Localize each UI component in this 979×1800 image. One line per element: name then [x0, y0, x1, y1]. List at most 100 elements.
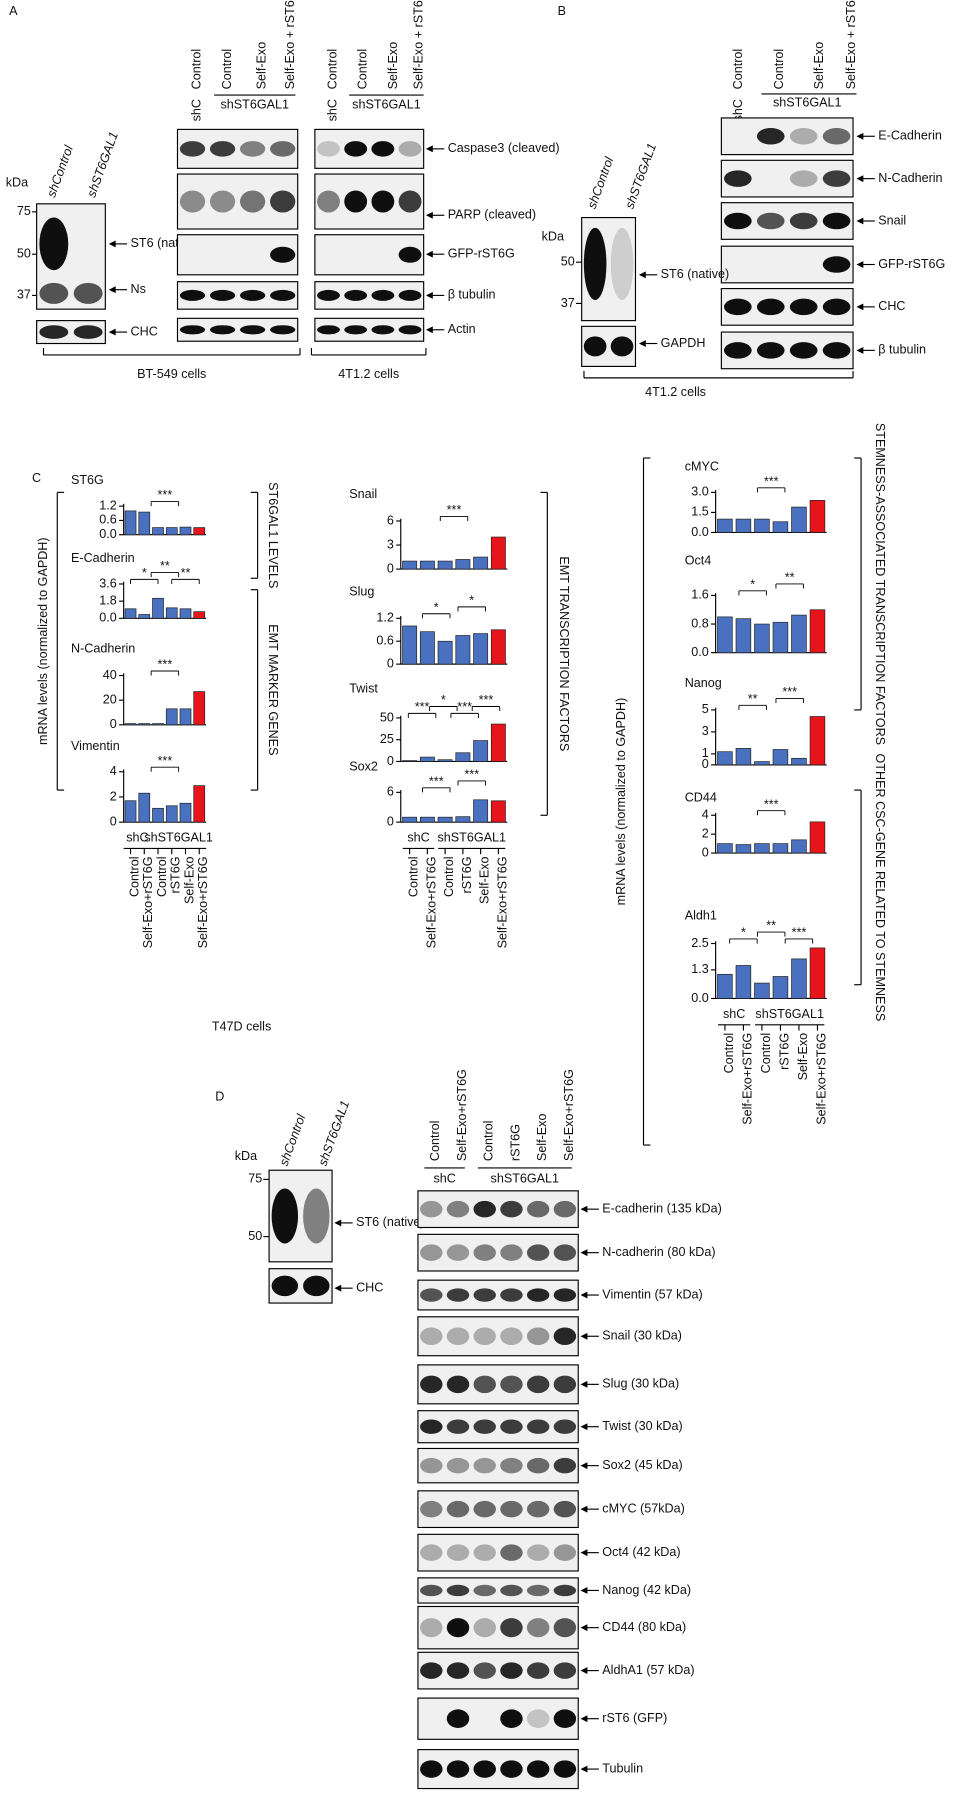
bar — [473, 556, 489, 570]
y-tick-label: 0.0 — [99, 611, 117, 625]
band — [822, 342, 851, 359]
bar — [717, 973, 733, 999]
bar — [717, 616, 733, 654]
category-label: Self-Exo+rST6G — [814, 1033, 828, 1125]
kda: kDa — [235, 1149, 257, 1163]
y-tick-label: 25 — [380, 732, 394, 746]
band — [371, 325, 395, 335]
band — [420, 1662, 443, 1679]
arrow — [425, 211, 433, 219]
band — [239, 190, 266, 213]
band — [209, 141, 236, 157]
group-label: STEMNESS-ASSOCIATED TRANSCRIPTION FACTOR… — [873, 423, 887, 745]
mw-label: 50 — [248, 1229, 262, 1243]
band — [398, 190, 422, 213]
arrow — [425, 326, 433, 334]
band — [500, 1244, 523, 1261]
lane-label: shControl — [277, 1111, 309, 1168]
band — [398, 141, 422, 157]
cell-label: 4T1.2 cells — [645, 385, 706, 399]
y-tick-label: 1 — [702, 746, 709, 760]
y-tick-label: 4 — [702, 808, 709, 822]
band — [789, 342, 818, 359]
y-tick-label: 0 — [387, 754, 394, 768]
band — [446, 1618, 470, 1638]
y-tick-label: 0 — [702, 757, 709, 771]
band — [724, 170, 752, 187]
y-tick-label: 20 — [103, 693, 117, 707]
bar — [455, 559, 471, 570]
band — [398, 289, 422, 301]
bar — [165, 527, 178, 536]
band — [500, 1544, 523, 1561]
band — [822, 298, 851, 316]
band — [473, 1375, 496, 1394]
significance: * — [434, 600, 439, 614]
bar — [735, 518, 752, 533]
kda: kDa — [542, 229, 564, 243]
arrow — [580, 1249, 588, 1257]
band — [446, 1544, 470, 1561]
category-label: Self-Exo+rST6G — [196, 856, 210, 948]
bar — [455, 752, 471, 762]
category-label: Self-Exo — [478, 856, 492, 904]
lane-label: Control — [731, 49, 745, 90]
arrow — [856, 175, 864, 183]
band — [526, 1419, 550, 1434]
arrow — [580, 1549, 588, 1557]
lane-label: Self-Exo — [812, 42, 826, 90]
band — [553, 1618, 577, 1638]
blot — [417, 1447, 579, 1484]
bar — [165, 708, 178, 726]
band — [789, 128, 818, 145]
band — [344, 325, 368, 335]
lane-label: shControl — [585, 154, 617, 211]
band — [473, 1584, 496, 1597]
band — [473, 1618, 496, 1638]
significance: *** — [457, 700, 472, 714]
band — [446, 1200, 470, 1218]
bar — [402, 816, 418, 823]
band — [270, 190, 296, 213]
y-tick-label: 40 — [103, 668, 117, 682]
significance: * — [469, 593, 474, 607]
band — [526, 1288, 550, 1302]
lane-label: Control — [189, 49, 203, 90]
band-label: β tubulin — [878, 343, 926, 357]
band — [500, 1760, 523, 1778]
bar — [138, 723, 151, 726]
bar — [179, 802, 192, 823]
significance: *** — [158, 754, 173, 768]
y-tick-label: 0.8 — [691, 616, 708, 630]
blot — [417, 1233, 579, 1272]
y-axis-label: mRNA levels (normalized to GAPDH) — [614, 698, 628, 906]
bar — [402, 625, 418, 665]
band — [179, 289, 206, 301]
band — [553, 1375, 577, 1394]
bar — [124, 723, 137, 726]
group-label: shC — [126, 830, 148, 844]
category-label: Control — [722, 1033, 736, 1074]
band-label: ST6 (native) — [356, 1215, 425, 1229]
y-tick-label: 1.8 — [99, 593, 117, 607]
band — [526, 1500, 550, 1518]
band — [317, 141, 340, 157]
arrow — [580, 1765, 588, 1773]
band — [500, 1419, 523, 1434]
band-label: Nanog (42 kDa) — [602, 1583, 691, 1597]
band — [317, 289, 340, 301]
significance: *** — [764, 797, 779, 811]
arrow — [580, 1423, 588, 1431]
band — [789, 170, 818, 187]
category-label: Self-Exo+rST6G — [141, 856, 155, 948]
band — [446, 1500, 470, 1518]
y-tick-label: 2.5 — [691, 936, 708, 950]
bar — [772, 976, 789, 999]
band — [270, 325, 296, 335]
group-label: OTHER CSC-GENE RELATED TO STEMNESS — [873, 754, 887, 1022]
y-tick-label: 0 — [387, 656, 394, 670]
band-label: rST6 (GFP) — [602, 1711, 667, 1725]
blot — [417, 1190, 579, 1229]
arrow — [580, 1205, 588, 1213]
